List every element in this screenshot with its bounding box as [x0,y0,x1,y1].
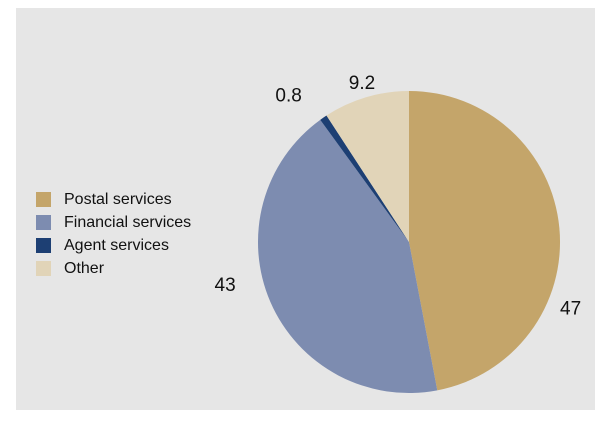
legend-item-other: Other [36,257,191,280]
value-label-postal-services: 47 [560,298,581,319]
legend: Postal services Financial services Agent… [36,188,191,280]
legend-swatch-agent-services [36,238,51,253]
value-label-financial-services: 43 [215,275,236,296]
legend-label-other: Other [64,259,105,277]
value-label-other: 9.2 [349,73,375,94]
pie-value-labels: 47 43 0.8 9.2 [215,73,582,319]
legend-item-agent-services: Agent services [36,234,191,257]
pie-slice-agent-services [320,115,409,242]
value-label-agent-services: 0.8 [275,85,301,106]
legend-item-postal-services: Postal services [36,188,191,211]
legend-label-agent-services: Agent services [64,236,169,254]
legend-label-financial-services: Financial services [64,213,192,231]
legend-label-postal-services: Postal services [64,190,172,208]
legend-swatch-other [36,261,51,276]
pie-slice-other [326,91,409,242]
pie-slice-postal-services [409,91,561,391]
pie-slices [257,91,561,394]
pie-slice-financial-services [257,119,438,394]
legend-swatch-postal-services [36,192,51,207]
legend-swatch-financial-services [36,215,51,230]
legend-item-financial-services: Financial services [36,211,191,234]
